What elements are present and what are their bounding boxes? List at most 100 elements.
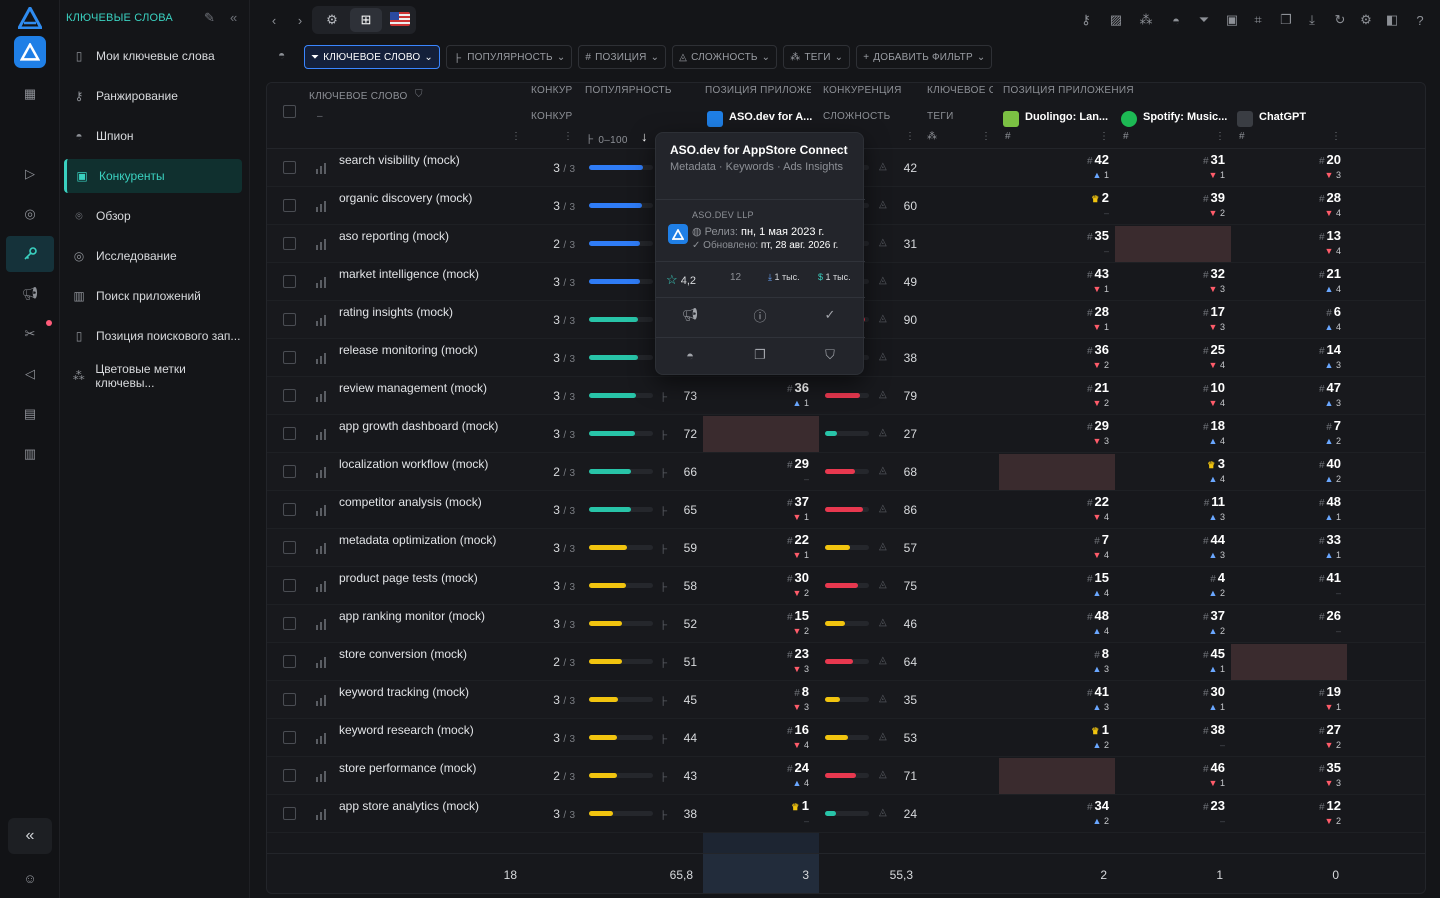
- duolingo-position[interactable]: #41: [1069, 684, 1109, 699]
- spotify-position[interactable]: #23: [1185, 798, 1225, 813]
- own-position[interactable]: ♛ 1: [769, 798, 809, 813]
- collapse-sidebar-icon[interactable]: «: [230, 10, 238, 25]
- spotify-position[interactable]: #10: [1185, 380, 1225, 395]
- duolingo-position[interactable]: ♛ 1: [1069, 722, 1109, 737]
- row-checkbox[interactable]: [283, 389, 296, 402]
- duolingo-position[interactable]: #8: [1069, 646, 1109, 661]
- chatgpt-position[interactable]: #47: [1301, 380, 1341, 395]
- keyword-text[interactable]: market intelligence (mock): [339, 267, 480, 281]
- sidebar-item-1[interactable]: ⚷ Ранжирование: [64, 79, 242, 113]
- keyword-text[interactable]: aso reporting (mock): [339, 229, 450, 243]
- duolingo-position[interactable]: #15: [1069, 570, 1109, 585]
- download-icon[interactable]: ⤓: [1309, 12, 1315, 27]
- row-checkbox[interactable]: [283, 541, 296, 554]
- column-menu-icon[interactable]: ⋮: [511, 131, 522, 142]
- keyword-text[interactable]: keyword research (mock): [339, 723, 474, 737]
- chatgpt-position[interactable]: #27: [1301, 722, 1341, 737]
- duolingo-position[interactable]: #35: [1069, 228, 1109, 243]
- duolingo-position[interactable]: ♛ 2: [1069, 190, 1109, 205]
- duolingo-position[interactable]: #29: [1069, 418, 1109, 433]
- spotify-position[interactable]: #39: [1185, 190, 1225, 205]
- row-checkbox[interactable]: [283, 351, 296, 364]
- chatgpt-position[interactable]: #19: [1301, 684, 1341, 699]
- own-position[interactable]: #29: [769, 456, 809, 471]
- bookmark-icon[interactable]: ⛉: [415, 89, 423, 100]
- duolingo-position[interactable]: #22: [1069, 494, 1109, 509]
- table-row[interactable]: keyword research (mock) 3 / 3 ⺊ 44 #16 ▼ 4 ◬ 53…: [267, 719, 1425, 757]
- select-all-checkbox[interactable]: [283, 105, 296, 118]
- keyword-text[interactable]: search visibility (mock): [339, 153, 460, 167]
- duolingo-position[interactable]: #43: [1069, 266, 1109, 281]
- header-keyword[interactable]: КЛЮЧЕВОЕ СЛОВО: [309, 91, 408, 102]
- spotify-position[interactable]: #31: [1185, 152, 1225, 167]
- row-checkbox[interactable]: [283, 731, 296, 744]
- own-position[interactable]: #16: [769, 722, 809, 737]
- duolingo-position[interactable]: #42: [1069, 152, 1109, 167]
- keyword-text[interactable]: localization workflow (mock): [339, 457, 489, 471]
- scan-icon[interactable]: ⌗: [1254, 12, 1262, 27]
- spotify-position[interactable]: #30: [1185, 684, 1225, 699]
- keyword-text[interactable]: app store analytics (mock): [339, 799, 480, 813]
- row-checkbox[interactable]: [283, 237, 296, 250]
- row-checkbox[interactable]: [283, 655, 296, 668]
- forward-icon[interactable]: ›: [297, 12, 303, 28]
- row-checkbox[interactable]: [283, 807, 296, 820]
- row-checkbox[interactable]: [283, 313, 296, 326]
- column-menu-icon[interactable]: ⋮: [1215, 131, 1226, 142]
- column-menu-icon[interactable]: ⋮: [1099, 131, 1110, 142]
- copy-icon[interactable]: ❐: [754, 347, 766, 362]
- report-icon[interactable]: ▤: [23, 406, 37, 421]
- sidebar-item-4[interactable]: ⌾ Обзор: [64, 199, 242, 233]
- spotify-position[interactable]: #37: [1185, 608, 1225, 623]
- chatgpt-position[interactable]: #35: [1301, 760, 1341, 775]
- table-row[interactable]: product page tests (mock) 3 / 3 ⺊ 58 #30 ▼ 2 ◬…: [267, 567, 1425, 605]
- chatgpt-position[interactable]: #13: [1301, 228, 1341, 243]
- header-competitors[interactable]: КОНКУРЕ: [531, 85, 573, 96]
- keyword-text[interactable]: organic discovery (mock): [339, 191, 473, 205]
- header-comp1[interactable]: Duolingo: Lan...: [1025, 111, 1109, 123]
- keyword-text[interactable]: keyword tracking (mock): [339, 685, 470, 699]
- sidebar-item-2[interactable]: ◓ Шпион: [64, 119, 242, 153]
- own-position[interactable]: #30: [769, 570, 809, 585]
- apple-icon[interactable]: [18, 122, 42, 146]
- sidebar-item-6[interactable]: ▥ Поиск приложений: [64, 279, 242, 313]
- chatgpt-position[interactable]: #48: [1301, 494, 1341, 509]
- row-checkbox[interactable]: [283, 465, 296, 478]
- table-row[interactable]: store performance (mock) 2 / 3 ⺊ 43 #24 ▲ 4 ◬ 7…: [267, 757, 1425, 795]
- collapse-rail-button[interactable]: «: [8, 818, 52, 854]
- spotify-position[interactable]: #46: [1185, 760, 1225, 775]
- chatgpt-position[interactable]: #20: [1301, 152, 1341, 167]
- keyword-text[interactable]: release monitoring (mock): [339, 343, 478, 357]
- gear-icon[interactable]: ⚙: [1360, 12, 1372, 27]
- filter-chip-0[interactable]: ⏷ КЛЮЧЕВОЕ СЛОВО ⌄: [304, 45, 441, 69]
- column-menu-icon[interactable]: ⋮: [1331, 131, 1342, 142]
- store-icon[interactable]: ▥: [23, 446, 37, 461]
- panel-icon[interactable]: ◧: [1385, 12, 1399, 27]
- row-checkbox[interactable]: [283, 503, 296, 516]
- column-menu-icon[interactable]: ⋮: [563, 131, 574, 142]
- app-logo-icon[interactable]: [16, 6, 44, 30]
- spotify-position[interactable]: #25: [1185, 342, 1225, 357]
- tools-icon[interactable]: ✂: [24, 326, 36, 341]
- filter-chip-3[interactable]: ◬ СЛОЖНОСТЬ ⌄: [672, 45, 778, 69]
- chatgpt-position[interactable]: #12: [1301, 798, 1341, 813]
- spotify-position[interactable]: #44: [1185, 532, 1225, 547]
- header-kw-col[interactable]: КЛЮЧЕВОЕ С: [927, 85, 993, 96]
- header-competition[interactable]: КОНКУРЕНЦИЯ: [823, 85, 902, 96]
- sidebar-item-8[interactable]: ⁂ Цветовые метки ключевы...: [64, 359, 242, 393]
- duolingo-position[interactable]: #21: [1069, 380, 1109, 395]
- copy-icon[interactable]: ❐: [1280, 12, 1292, 27]
- spotify-position[interactable]: #4: [1185, 570, 1225, 585]
- keyword-text[interactable]: store performance (mock): [339, 761, 477, 775]
- keyword-text[interactable]: review management (mock): [339, 381, 488, 395]
- spy-tool-icon[interactable]: ◓: [1172, 12, 1180, 28]
- spotify-position[interactable]: #45: [1185, 646, 1225, 661]
- account-icon[interactable]: ☺: [23, 870, 37, 886]
- chatgpt-position[interactable]: #6: [1301, 304, 1341, 319]
- table-row[interactable]: keyword tracking (mock) 3 / 3 ⺊ 45 #8 ▼ 3 ◬ 35 #…: [267, 681, 1425, 719]
- header-popularity[interactable]: ПОПУЛЯРНОСТЬ: [585, 85, 672, 96]
- info-icon[interactable]: ⓘ: [753, 308, 767, 324]
- row-checkbox[interactable]: [283, 769, 296, 782]
- own-position[interactable]: #24: [769, 760, 809, 775]
- chatgpt-position[interactable]: #26: [1301, 608, 1341, 623]
